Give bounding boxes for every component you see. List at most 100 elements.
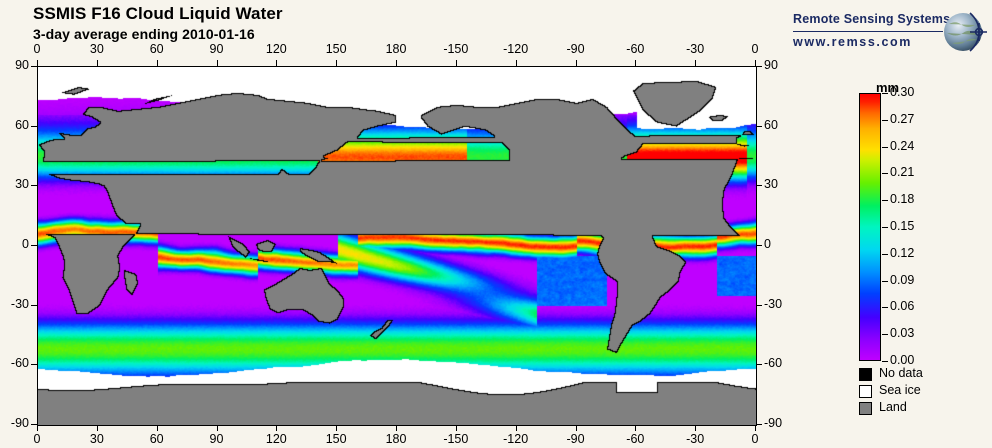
latitude-tick-label: 0: [22, 237, 29, 251]
latitude-tick: [756, 125, 762, 127]
longitude-tick-label: 90: [209, 432, 224, 446]
longitude-tick-label: 180: [385, 42, 407, 56]
longitude-tick-label: 120: [265, 42, 287, 56]
latitude-tick: [756, 185, 762, 187]
longitude-tick: [216, 60, 218, 66]
colorbar-tick-label: 0.21: [890, 165, 915, 179]
longitude-tick-label: -90: [566, 432, 585, 446]
colorbar-tick: [882, 254, 888, 255]
colorbar-tick-label: 0.18: [890, 192, 915, 206]
legend-swatch: [859, 402, 872, 415]
longitude-tick-label: 0: [751, 42, 759, 56]
longitude-tick: [37, 425, 38, 431]
colorbar-gradient: [859, 93, 881, 361]
colorbar-tick: [882, 147, 888, 148]
colorbar-tick-label: 0.00: [890, 353, 915, 367]
branding-block: Remote Sensing Systems www.remss.com: [793, 10, 987, 58]
latitude-tick-label: 90: [764, 58, 778, 72]
latitude-tick: [756, 66, 762, 67]
page-title: SSMIS F16 Cloud Liquid Water: [33, 4, 283, 23]
latitude-tick: [756, 245, 762, 246]
latitude-tick-label: -30: [764, 296, 783, 311]
longitude-tick: [575, 425, 577, 431]
latitude-tick-label: -90: [764, 416, 783, 430]
longitude-tick: [336, 425, 338, 431]
longitude-tick: [455, 425, 457, 431]
globe-icon: [944, 12, 987, 52]
latitude-tick-label: -60: [764, 356, 783, 371]
colorbar-tick: [882, 281, 888, 282]
longitude-tick: [515, 60, 517, 66]
legend-swatch: [859, 368, 872, 381]
longitude-tick: [755, 60, 756, 66]
longitude-tick-label: -120: [503, 432, 529, 446]
longitude-tick-label: -90: [566, 42, 585, 56]
longitude-tick-label: 90: [209, 42, 224, 56]
latitude-tick-label: 60: [15, 117, 29, 132]
longitude-tick: [515, 425, 517, 431]
colorbar-tick: [882, 93, 888, 94]
longitude-tick: [695, 425, 697, 431]
longitude-tick-label: 0: [33, 42, 41, 56]
colorbar-unit-label: mm: [876, 80, 900, 95]
colorbar-tick-label: 0.06: [890, 299, 915, 313]
legend-swatch: [859, 385, 872, 398]
latitude-tick: [31, 66, 37, 67]
longitude-tick-label: 180: [385, 432, 407, 446]
longitude-tick: [455, 60, 457, 66]
cloud-liquid-water-heatmap: [38, 67, 756, 425]
legend-label: Land: [879, 400, 907, 414]
longitude-tick-label: -120: [503, 42, 529, 56]
longitude-tick: [635, 60, 637, 66]
latitude-tick: [31, 125, 37, 127]
longitude-tick: [156, 425, 158, 431]
legend-label: No data: [879, 366, 923, 380]
branding-divider: [793, 31, 943, 32]
colorbar-tick: [882, 173, 888, 174]
latitude-tick: [31, 185, 37, 187]
longitude-tick: [396, 60, 397, 66]
longitude-tick-label: -30: [686, 42, 705, 56]
colorbar-tick: [882, 334, 888, 335]
colorbar-tick: [882, 120, 888, 121]
longitude-tick: [216, 425, 218, 431]
longitude-tick-label: -150: [443, 432, 469, 446]
longitude-tick-label: 60: [149, 432, 164, 446]
longitude-tick: [336, 60, 338, 66]
latitude-tick-label: 30: [15, 177, 29, 192]
longitude-tick-label: -150: [443, 42, 469, 56]
latitude-tick: [31, 364, 37, 366]
latitude-tick-label: -60: [10, 356, 29, 371]
longitude-tick-label: -60: [626, 432, 645, 446]
longitude-tick-label: 120: [265, 432, 287, 446]
longitude-tick-label: 30: [89, 432, 104, 446]
latitude-tick: [756, 304, 762, 306]
latitude-tick: [756, 424, 762, 425]
longitude-tick: [96, 425, 98, 431]
latitude-tick-label: -90: [10, 416, 29, 430]
colorbar-tick-label: 0.09: [890, 273, 915, 287]
longitude-tick: [755, 425, 756, 431]
longitude-tick-label: 150: [325, 432, 347, 446]
longitude-tick: [96, 60, 98, 66]
longitude-tick-label: -60: [626, 42, 645, 56]
map-plot-area[interactable]: [37, 66, 757, 426]
longitude-tick-label: -30: [686, 432, 705, 446]
longitude-tick: [37, 60, 38, 66]
colorbar-tick: [882, 361, 888, 362]
latitude-tick-label: 0: [764, 237, 771, 251]
colorbar-tick-label: 0.03: [890, 326, 915, 340]
longitude-tick-label: 30: [89, 42, 104, 56]
longitude-tick-label: 0: [751, 432, 759, 446]
longitude-tick: [396, 425, 397, 431]
colorbar-tick: [882, 200, 888, 201]
longitude-tick: [156, 60, 158, 66]
colorbar-tick: [882, 227, 888, 228]
colorbar-tick-label: 0.27: [890, 112, 915, 126]
longitude-tick-label: 0: [33, 432, 41, 446]
colorbar-tick-label: 0.24: [890, 139, 915, 153]
latitude-tick-label: 60: [764, 117, 778, 132]
colorbar-tick-label: 0.12: [890, 246, 915, 260]
longitude-tick: [695, 60, 697, 66]
organization-name: Remote Sensing Systems: [793, 12, 951, 26]
